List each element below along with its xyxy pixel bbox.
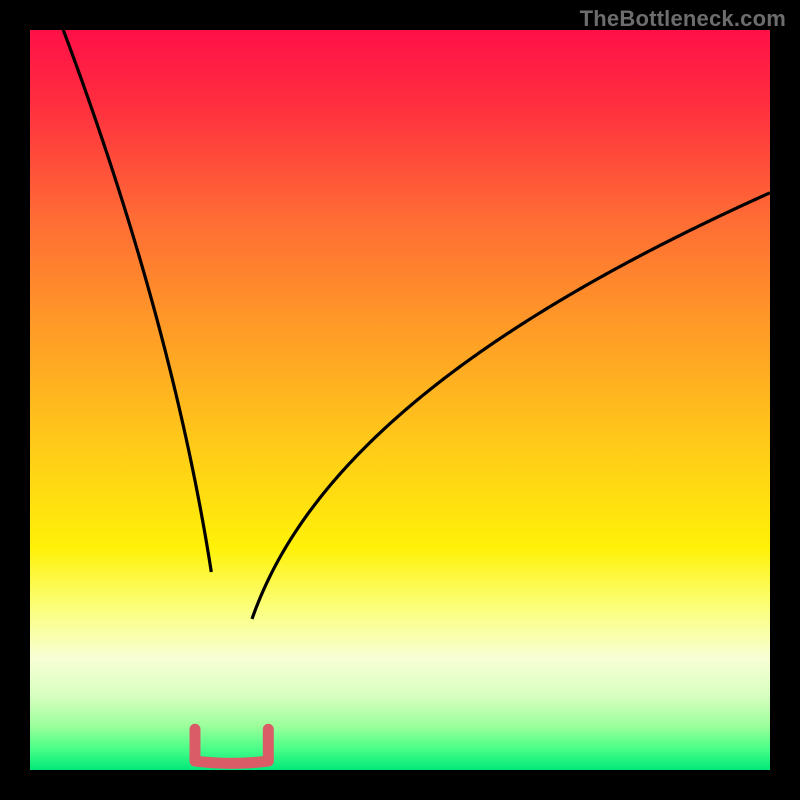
gradient-background: [30, 30, 770, 770]
chart-stage: TheBottleneck.com: [0, 0, 800, 800]
watermark-text: TheBottleneck.com: [580, 6, 786, 32]
